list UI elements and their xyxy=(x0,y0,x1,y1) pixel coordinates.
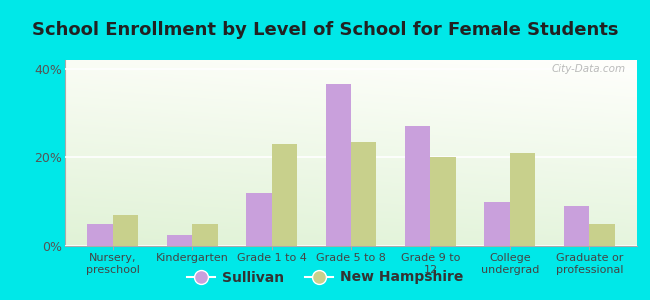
Bar xyxy=(484,202,510,246)
Bar xyxy=(590,224,615,246)
Bar xyxy=(192,224,218,246)
Legend: Sullivan, New Hampshire: Sullivan, New Hampshire xyxy=(181,265,469,290)
Bar xyxy=(326,84,351,246)
Bar xyxy=(87,224,112,246)
Bar xyxy=(430,158,456,246)
Bar xyxy=(166,235,192,246)
Text: City-Data.com: City-Data.com xyxy=(551,64,625,74)
Bar xyxy=(510,153,536,246)
Bar xyxy=(112,215,138,246)
Bar xyxy=(246,193,272,246)
Text: School Enrollment by Level of School for Female Students: School Enrollment by Level of School for… xyxy=(32,21,618,39)
Bar xyxy=(405,126,430,246)
Bar xyxy=(351,142,376,246)
Bar xyxy=(272,144,297,246)
Bar xyxy=(564,206,590,246)
